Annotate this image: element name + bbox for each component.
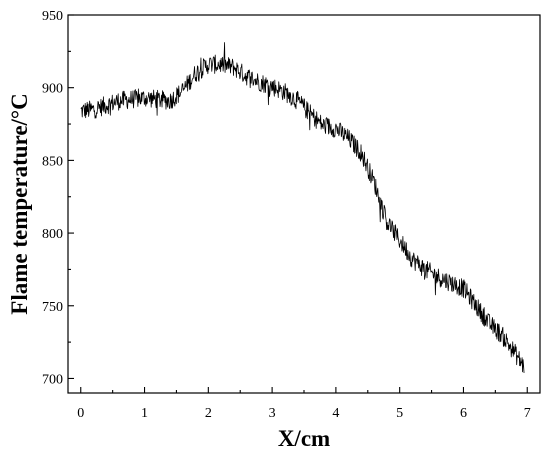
x-tick-label: 1 [141,406,148,421]
x-tick-label: 6 [460,406,467,421]
y-tick-label: 800 [42,227,63,242]
y-axis-title: Flame temperature/°C [7,93,32,314]
y-axis-ticks: 700 750 800 850 900 950 [42,9,74,387]
y-tick-label: 850 [42,154,63,169]
y-tick-label: 750 [42,300,63,315]
y-tick-label: 700 [42,372,63,387]
plot-area-frame [67,14,541,394]
x-axis-title: X/cm [278,426,330,451]
x-tick-label: 5 [396,406,403,421]
x-tick-label: 4 [332,406,339,421]
series-layer [80,42,525,373]
x-axis-ticks: 0 1 2 3 4 5 6 7 [77,387,531,421]
y-tick-label: 900 [42,82,63,97]
series-line [80,42,525,373]
x-tick-label: 0 [77,406,84,421]
x-tick-label: 2 [205,406,212,421]
y-tick-label: 950 [42,9,63,24]
x-tick-label: 7 [524,406,531,421]
x-tick-label: 3 [269,406,276,421]
